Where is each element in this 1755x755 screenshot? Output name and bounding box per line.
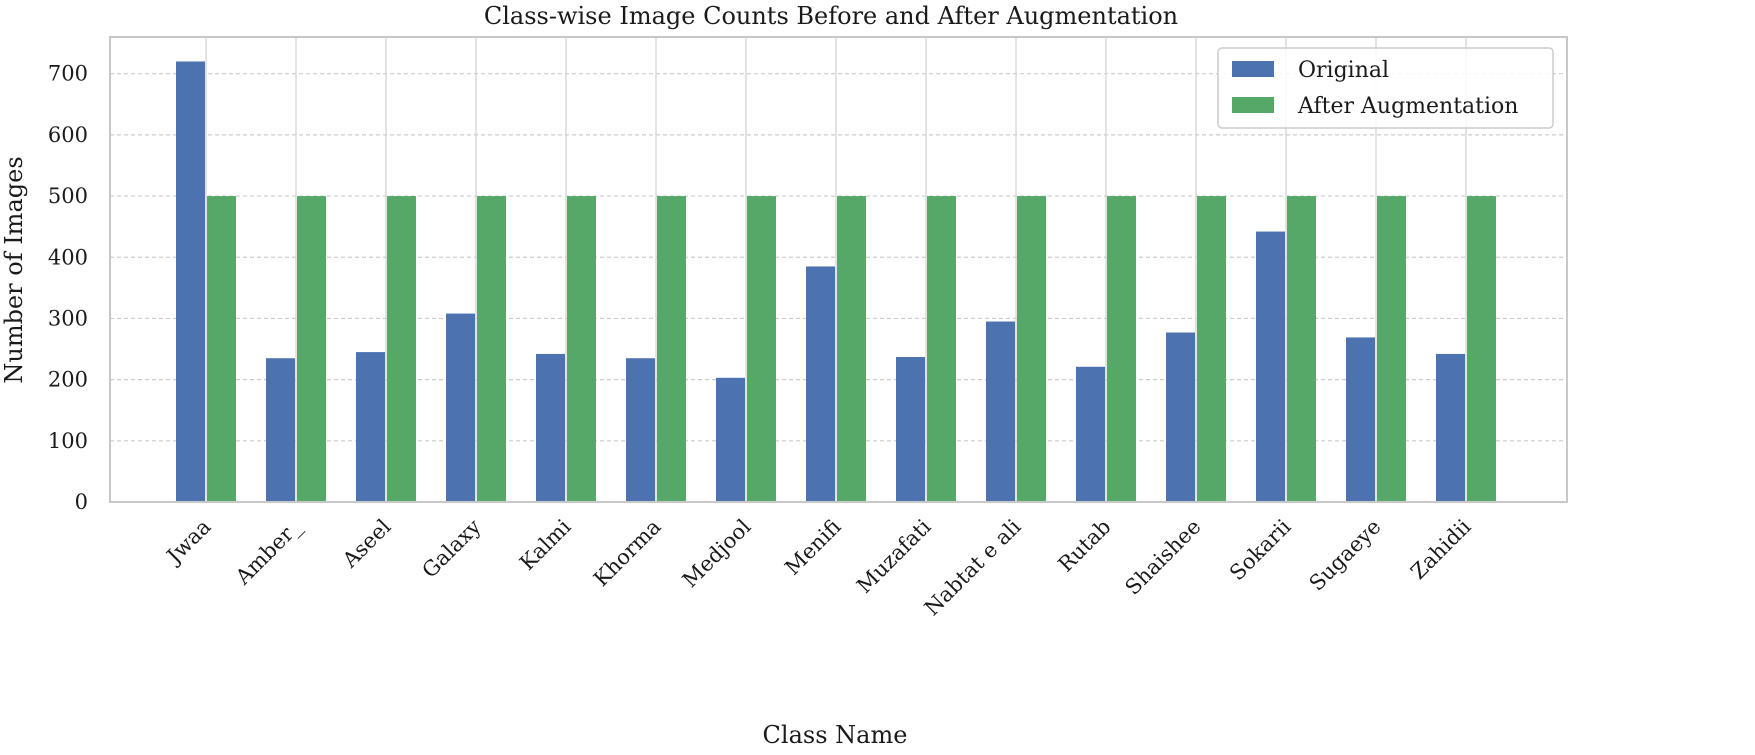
bar-after-augmentation	[1287, 196, 1316, 502]
x-tick-label: Medjool	[678, 514, 756, 592]
chart-title: Class-wise Image Counts Before and After…	[484, 2, 1178, 30]
bar-original	[896, 356, 925, 502]
bar-after-augmentation	[1467, 196, 1496, 502]
bar-after-augmentation	[477, 196, 506, 502]
x-axis-title: Class Name	[763, 721, 908, 749]
bar-original	[1436, 353, 1465, 502]
plot-frame	[109, 36, 1568, 503]
x-tick-label: Amber_	[230, 514, 306, 590]
y-tick-label: 200	[48, 368, 88, 392]
bar-original	[1166, 332, 1195, 502]
legend-box	[1217, 47, 1554, 129]
bar-original	[626, 358, 655, 502]
y-tick-label: 0	[75, 490, 88, 514]
legend-swatch	[1232, 97, 1274, 113]
y-tick-label: 100	[48, 429, 88, 453]
bar-after-augmentation	[1017, 196, 1046, 502]
y-tick-label: 300	[48, 306, 88, 330]
bar-after-augmentation	[1107, 196, 1136, 502]
x-tick-label: Kalmi	[515, 514, 576, 575]
x-tick-label: Sugaeye	[1305, 515, 1386, 596]
x-tick-label: Aseel	[337, 514, 396, 573]
bar-original	[1076, 366, 1105, 502]
y-tick-label: 500	[48, 184, 88, 208]
bar-original	[716, 377, 745, 502]
x-tick-label: Jwaa	[161, 515, 216, 570]
bar-after-augmentation	[1377, 196, 1406, 502]
bar-original	[536, 353, 565, 502]
bar-after-augmentation	[567, 196, 596, 502]
y-tick-label: 700	[48, 62, 88, 86]
bar-original	[266, 358, 295, 502]
bar-original	[176, 61, 205, 502]
x-tick-label: Menifi	[780, 515, 845, 580]
x-tick-label: Zahidii	[1406, 514, 1476, 584]
bars	[176, 61, 1496, 502]
legend: Original After Augmentation	[1217, 47, 1554, 129]
y-axis-ticks: 0 100 200 300 400 500 600 700	[48, 62, 88, 514]
bar-after-augmentation	[657, 196, 686, 502]
legend-label: After Augmentation	[1297, 94, 1518, 119]
bar-after-augmentation	[207, 196, 236, 502]
bar-after-augmentation	[1197, 196, 1226, 502]
x-tick-label: Sokarii	[1225, 514, 1296, 585]
bar-after-augmentation	[927, 196, 956, 502]
bar-original	[1346, 337, 1375, 502]
bar-original	[446, 313, 475, 502]
x-tick-label: Rutab	[1053, 515, 1115, 577]
x-tick-label: Nabtat e ali	[920, 514, 1026, 620]
x-axis-ticks: Jwaa Amber_ Aseel Galaxy Kalmi Khorma Medjool M…	[161, 514, 1476, 620]
bar-original	[806, 266, 835, 502]
x-tick-label: Khorma	[589, 515, 666, 592]
legend-swatch	[1232, 61, 1274, 77]
bar-original	[986, 321, 1015, 502]
bar-after-augmentation	[747, 196, 776, 502]
bar-after-augmentation	[387, 196, 416, 502]
x-tick-label: Galaxy	[417, 514, 485, 582]
bar-original	[1256, 231, 1285, 502]
bar-after-augmentation	[297, 196, 326, 502]
y-tick-label: 600	[48, 123, 88, 147]
y-tick-label: 400	[48, 245, 88, 269]
x-tick-label: Muzafati	[852, 514, 936, 598]
bar-original	[356, 352, 385, 502]
bar-after-augmentation	[837, 196, 866, 502]
y-axis-title: Number of Images	[0, 156, 28, 383]
legend-label: Original	[1298, 58, 1389, 83]
x-tick-label: Shaishee	[1120, 515, 1205, 600]
